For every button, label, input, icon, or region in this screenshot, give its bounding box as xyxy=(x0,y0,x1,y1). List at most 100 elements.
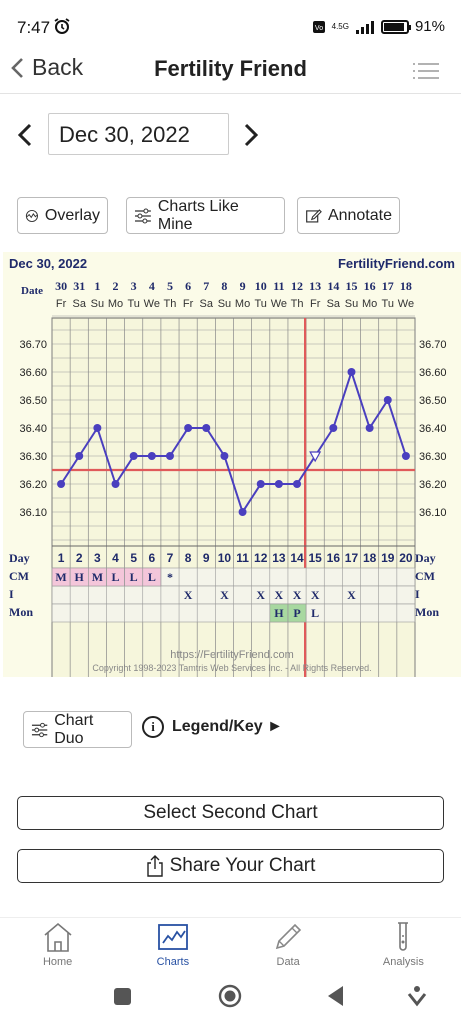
temperature-point xyxy=(293,480,302,488)
date-row-label: Date xyxy=(21,285,43,297)
temperature-point xyxy=(365,424,374,432)
weekday-label: Mo xyxy=(235,298,250,310)
share-icon xyxy=(146,855,163,877)
recent-apps-icon[interactable] xyxy=(114,988,131,1005)
temperature-point xyxy=(274,480,283,488)
y-tick-label-right: 36.10 xyxy=(419,507,447,519)
share-chart-button[interactable]: Share Your Chart xyxy=(17,849,444,883)
nav-analysis[interactable]: Analysis xyxy=(346,918,461,973)
intercourse-mark: X xyxy=(311,588,320,602)
temperature-point xyxy=(129,452,138,460)
row-label-left: I xyxy=(9,587,14,601)
overlay-button[interactable]: Overlay xyxy=(17,197,108,234)
y-tick-label-left: 36.10 xyxy=(19,507,47,519)
cycle-day-label: 2 xyxy=(76,551,83,565)
back-button[interactable]: Back xyxy=(10,54,83,81)
assistant-icon[interactable] xyxy=(407,986,427,1007)
nav-charts[interactable]: Charts xyxy=(115,918,230,973)
overlay-icon xyxy=(25,209,38,222)
temperature-point xyxy=(184,424,193,432)
date-label: 4 xyxy=(149,279,155,293)
cm-value: H xyxy=(75,570,85,584)
weekday-label: We xyxy=(271,298,287,310)
select-second-chart-label: Select Second Chart xyxy=(143,802,318,823)
date-label: 30 xyxy=(55,279,67,293)
annotate-button[interactable]: Annotate xyxy=(297,197,400,234)
date-label: 11 xyxy=(273,279,284,293)
status-bar: 7:47 Vo 4.5G 91% xyxy=(0,0,461,52)
weekday-label: Th xyxy=(291,298,304,310)
cycle-day-label: 11 xyxy=(236,551,249,565)
legend-key-label: Legend/Key ► xyxy=(172,718,283,735)
nav-home-label: Home xyxy=(42,956,73,968)
previous-date-button[interactable] xyxy=(16,123,34,152)
chart-duo-button[interactable]: Chart Duo xyxy=(23,711,132,748)
weekday-label: Su xyxy=(91,298,104,310)
pencil-icon xyxy=(275,923,302,950)
temperature-point xyxy=(329,424,338,432)
y-tick-label-right: 36.70 xyxy=(419,339,447,351)
weekday-label: Fr xyxy=(56,298,67,310)
y-tick-label-right: 36.60 xyxy=(419,367,447,379)
cycle-day-label: 8 xyxy=(185,551,192,565)
cycle-day-label: 14 xyxy=(290,551,304,565)
system-nav-bar xyxy=(0,978,461,1024)
date-label: 18 xyxy=(400,279,412,293)
menu-icon[interactable] xyxy=(413,62,439,85)
date-label: 9 xyxy=(240,279,246,293)
weekday-label: Tu xyxy=(127,298,139,310)
select-second-chart-button[interactable]: Select Second Chart xyxy=(17,796,444,830)
nav-analysis-label: Analysis xyxy=(382,956,424,968)
intercourse-mark: X xyxy=(293,588,302,602)
date-navigator: Dec 30, 2022 xyxy=(0,113,461,155)
intercourse-mark: X xyxy=(184,588,193,602)
nav-home[interactable]: Home xyxy=(0,918,115,973)
monitor-value: L xyxy=(311,606,319,620)
weekday-label: Fr xyxy=(183,298,194,310)
weekday-label: We xyxy=(144,298,160,310)
cycle-day-label: 15 xyxy=(308,551,322,565)
cycle-day-label: 4 xyxy=(112,551,119,565)
date-label: 7 xyxy=(203,279,209,293)
legend-key-button[interactable]: i Legend/Key ► xyxy=(142,716,283,738)
intercourse-mark: X xyxy=(275,588,284,602)
top-app-bar: Back Fertility Friend xyxy=(0,48,461,94)
chart-svg: Dec 30, 2022 FertilityFriend.com Date 30 Fr 3… xyxy=(9,256,455,791)
y-tick-label-right: 36.50 xyxy=(419,395,447,407)
cycle-day-label: 16 xyxy=(327,551,341,565)
cycle-day-label: 5 xyxy=(130,551,137,565)
y-tick-label-left: 36.40 xyxy=(19,423,47,435)
charts-like-mine-button[interactable]: Charts Like Mine xyxy=(126,197,285,234)
bottom-nav: Home Charts Data Analysis xyxy=(0,917,461,973)
sliders-icon xyxy=(31,722,48,737)
cycle-day-label: 6 xyxy=(148,551,155,565)
svg-text:Vo: Vo xyxy=(315,25,323,32)
nav-data[interactable]: Data xyxy=(231,918,346,973)
cm-value: M xyxy=(92,570,103,584)
date-label: 17 xyxy=(382,279,394,293)
temperature-point xyxy=(220,452,229,460)
charts-like-mine-label: Charts Like Mine xyxy=(157,197,239,233)
date-label: 12 xyxy=(291,279,303,293)
temperature-point xyxy=(347,368,356,376)
row-label-right: CM xyxy=(415,569,435,583)
date-label: 1 xyxy=(94,279,100,293)
home-button-icon[interactable] xyxy=(218,984,242,1008)
alarm-icon xyxy=(53,17,71,40)
back-nav-icon[interactable] xyxy=(328,986,343,1006)
temperature-point xyxy=(57,480,66,488)
temperature-point xyxy=(165,452,174,460)
nav-data-label: Data xyxy=(276,956,300,968)
date-field[interactable]: Dec 30, 2022 xyxy=(48,113,229,155)
chart-duo-label: Chart Duo xyxy=(54,711,94,747)
weekday-label: We xyxy=(398,298,414,310)
monitor-value: P xyxy=(293,606,300,620)
chart-date-title: Dec 30, 2022 xyxy=(9,256,87,271)
chevron-left-icon xyxy=(11,57,23,78)
date-label: 2 xyxy=(113,279,119,293)
back-label: Back xyxy=(32,54,84,80)
home-icon xyxy=(44,922,72,952)
next-date-button[interactable] xyxy=(242,123,260,152)
intercourse-mark: X xyxy=(256,588,265,602)
chart-icon xyxy=(157,924,188,950)
